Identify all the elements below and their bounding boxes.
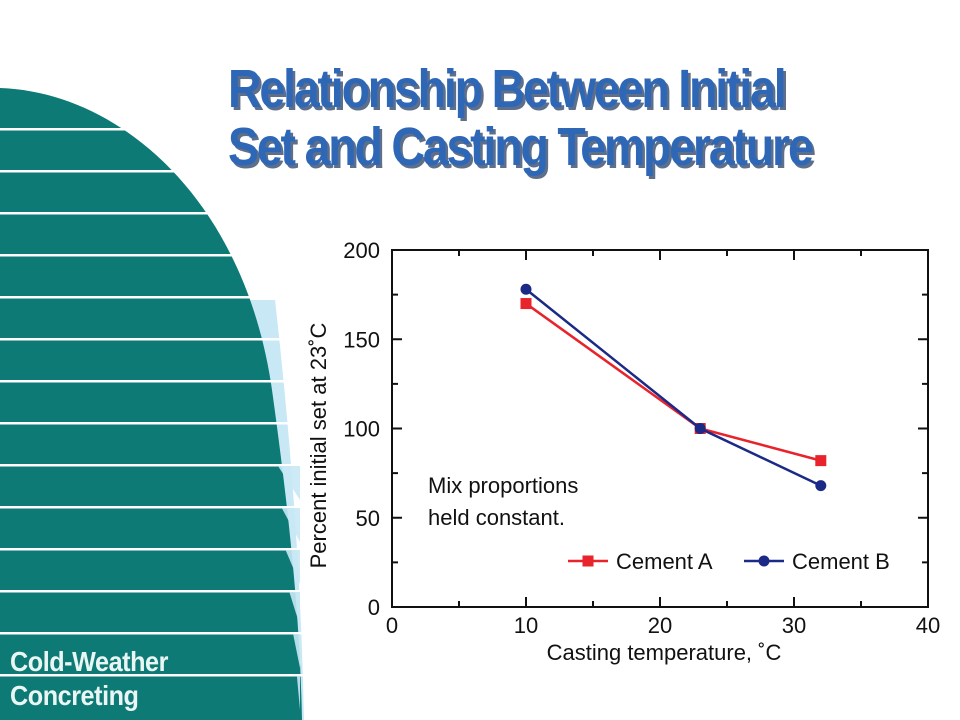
x-tick-label: 30 [782, 613, 806, 638]
annotation-line-1: Mix proportions [428, 473, 578, 498]
tick-labels: 0 10 20 30 40 0 50 100 150 200 [343, 238, 940, 638]
sidebar-facets [278, 466, 300, 710]
page-title: Relationship Between Initial Set and Cas… [228, 60, 847, 176]
sidebar-stripe [0, 212, 310, 215]
sidebar-stripe [0, 674, 310, 677]
title-line-1: Relationship Between Initial [228, 59, 787, 119]
sidebar-stripe [0, 128, 310, 131]
series-line-cement-b [525, 288, 822, 487]
sidebar-stripe [0, 296, 310, 299]
series-layer [520, 283, 827, 492]
x-axis-label: Casting temperature, ˚C [547, 640, 782, 665]
legend-label-cement-b: Cement B [792, 549, 890, 574]
sidebar-stripe [0, 170, 310, 173]
sidebar-stripes [0, 128, 310, 677]
x-tick-label: 10 [514, 613, 538, 638]
sidebar-stripe [0, 506, 310, 509]
sidebar-facet [293, 634, 300, 668]
y-tick-label: 50 [356, 506, 380, 531]
series-line-cement-a [525, 302, 822, 462]
title-line-2: Set and Casting Temperature [228, 117, 814, 177]
data-point-cement-b [815, 480, 827, 492]
sidebar-teal-arc [0, 88, 302, 720]
y-axis-label: Percent initial set at 23˚C [306, 322, 331, 568]
x-tick-label: 0 [386, 613, 398, 638]
legend-marker-cement-b [758, 555, 770, 567]
data-point-cement-b [694, 423, 706, 434]
sidebar-facet [278, 466, 300, 500]
sidebar-facet [296, 676, 300, 710]
data-point-cement-a [520, 298, 532, 310]
data-point-cement-b [520, 283, 532, 295]
y-tick-label: 200 [343, 238, 380, 263]
data-point-cement-a [815, 455, 827, 467]
sidebar-stripe [0, 422, 310, 425]
sidebar-facet [281, 508, 300, 542]
sidebar-stripe [0, 464, 310, 467]
x-tick-label: 40 [916, 613, 940, 638]
y-tick-label: 150 [343, 327, 380, 352]
legend-item-cement-b: Cement B [744, 549, 890, 574]
y-tick-label: 0 [368, 595, 380, 620]
legend-label-cement-a: Cement A [616, 549, 713, 574]
legend-marker-cement-a [582, 555, 594, 567]
sidebar-stripe [0, 632, 310, 635]
sidebar-stripe [0, 380, 310, 383]
footer-line-2: Concreting [10, 680, 139, 711]
legend: Cement A Cement B [568, 549, 890, 574]
legend-item-cement-a: Cement A [568, 549, 713, 574]
axis-ticks [391, 249, 929, 608]
sidebar-facet [289, 592, 300, 626]
sidebar-stripe [0, 338, 310, 341]
y-tick-label: 100 [343, 417, 380, 442]
sidebar-stripe [0, 590, 310, 593]
sidebar-stripe [0, 254, 310, 257]
sidebar-facet [285, 550, 300, 584]
annotation-line-2: held constant. [428, 505, 565, 530]
footer-caption: Cold-Weather Concreting [10, 645, 226, 713]
sidebar-stripe [0, 548, 310, 551]
x-tick-label: 20 [648, 613, 672, 638]
footer-line-1: Cold-Weather [10, 646, 168, 677]
